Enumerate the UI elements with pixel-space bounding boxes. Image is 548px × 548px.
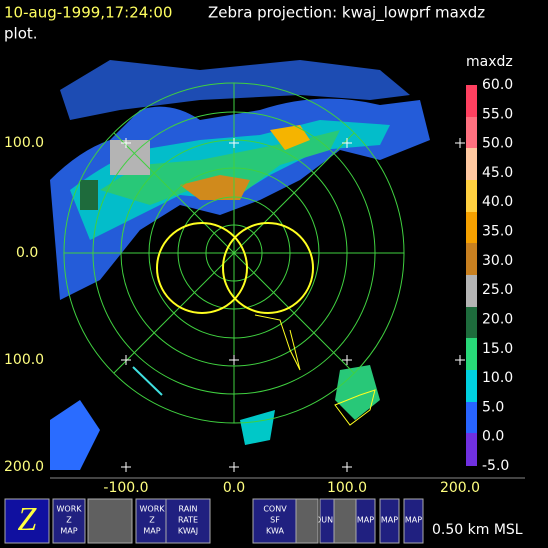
rhi-outline — [156, 222, 376, 426]
y-label: 100.0 — [4, 352, 44, 368]
button-face — [295, 498, 319, 544]
button-label: BOUNDS — [310, 516, 345, 525]
y-label: 100.0 — [4, 135, 44, 151]
title: Zebra projection: kwaj_lowprf maxdz — [208, 4, 485, 23]
button-label: KWAJ — [178, 527, 198, 536]
button-face — [379, 498, 400, 544]
toolbar: Z WORK Z MAP WORK Z MAP RAIN RATE KWAJ CONV SF KWA B… — [0, 496, 548, 548]
toolbar-button[interactable]: RAIN RATE KWAJ — [165, 498, 211, 544]
icon-button[interactable] — [87, 498, 133, 544]
button-label: RATE — [178, 516, 198, 525]
button-label: WORK — [56, 505, 82, 514]
colorbar-label: 55.0 — [482, 106, 513, 122]
toolbar-button[interactable]: CONV SF KWA — [252, 498, 298, 544]
button-label: MAP — [405, 516, 422, 525]
button-label: RAIN — [178, 505, 197, 514]
button-label: MAP — [60, 527, 77, 536]
svg-text:Z: Z — [18, 501, 38, 538]
button-label: SF — [270, 516, 280, 525]
y-label: 0.0 — [16, 245, 38, 261]
colorbar-label: 10.0 — [482, 370, 513, 386]
colorbar-label: -5.0 — [482, 458, 509, 474]
button-label: MAP — [143, 527, 160, 536]
colorbar-label: 15.0 — [482, 341, 513, 357]
button-label: MAP — [381, 516, 398, 525]
icon-button[interactable] — [295, 498, 319, 544]
colorbar-label: 0.0 — [482, 429, 504, 445]
colorbar-title: maxdz — [466, 54, 513, 70]
x-label: 0.0 — [223, 480, 245, 496]
colorbar-label: 45.0 — [482, 165, 513, 181]
status: 0.50 km MSL — [432, 522, 523, 538]
colorbar-label: 5.0 — [482, 399, 504, 415]
toolbar-button[interactable]: WORK Z MAP — [52, 498, 86, 544]
button-face — [403, 498, 424, 544]
range-rings — [63, 82, 405, 424]
button-face — [333, 498, 357, 544]
button-face — [87, 498, 133, 544]
button-label: Z — [66, 516, 72, 525]
toolbar-button[interactable]: MAP — [403, 498, 424, 544]
button-label: MAP — [357, 516, 374, 525]
button-label: CONV — [263, 505, 287, 514]
toolbar-button[interactable]: MAP — [355, 498, 376, 544]
button-face — [165, 498, 211, 544]
colorbar-label: 35.0 — [482, 224, 513, 240]
x-label: 100.0 — [327, 480, 367, 496]
button-face — [52, 498, 86, 544]
x-label: -100.0 — [103, 480, 148, 496]
colorbar-label: 25.0 — [482, 282, 513, 298]
x-label: 200.0 — [440, 480, 480, 496]
colorbar — [466, 85, 477, 466]
zebra-button[interactable]: Z — [4, 498, 50, 544]
button-face — [135, 498, 169, 544]
button-label: Z — [149, 516, 155, 525]
button-label: KWA — [266, 527, 284, 536]
icon-button[interactable] — [333, 498, 357, 544]
grid-crosses — [121, 138, 465, 472]
colorbar-label: 50.0 — [482, 136, 513, 152]
y-label: 200.0 — [4, 459, 44, 475]
button-face — [252, 498, 298, 544]
title-cont: plot. — [4, 25, 38, 43]
colorbar-label: 60.0 — [482, 77, 513, 93]
colorbar-label: 40.0 — [482, 194, 513, 210]
marker — [132, 366, 163, 396]
radar-echoes — [50, 60, 430, 470]
button-label: WORK — [139, 505, 165, 514]
colorbar-label: 30.0 — [482, 253, 513, 269]
timestamp: 10-aug-1999,17:24:00 — [4, 4, 172, 22]
toolbar-button[interactable]: WORK Z MAP — [135, 498, 169, 544]
toolbar-button[interactable]: MAP — [379, 498, 400, 544]
colorbar-label: 20.0 — [482, 311, 513, 327]
